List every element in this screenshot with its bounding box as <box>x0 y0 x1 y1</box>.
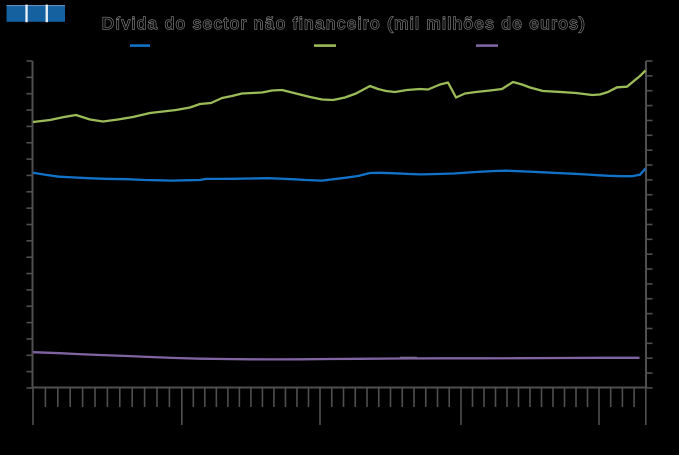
svg-text:Dívida do sector não financeir: Dívida do sector não financeiro (mil mil… <box>102 14 587 33</box>
